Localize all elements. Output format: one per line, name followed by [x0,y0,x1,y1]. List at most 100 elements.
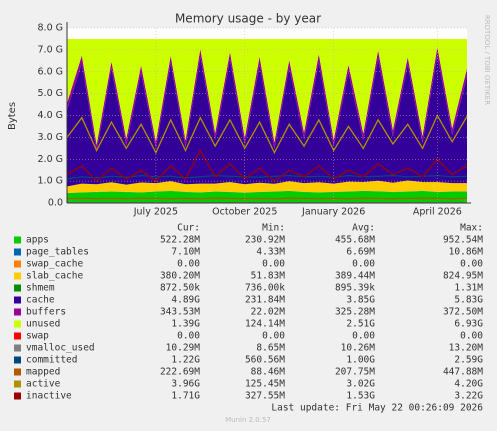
legend-swatch [14,260,21,268]
legend-stat: 3.85G [346,295,375,306]
legend-stat: 0.00 [177,259,200,270]
legend-stat: 895.39k [335,283,375,294]
legend-stat: 125.45M [245,379,285,390]
legend-label: swap_cache [26,259,83,270]
line [66,114,468,155]
legend-stat: 7.10M [171,247,200,258]
y-tick-label: 7.0 G [38,44,64,55]
legend-label: slab_cache [26,271,83,282]
stat-header: Cur: [177,223,200,234]
legend-stat: 522.28M [160,235,200,246]
y-tick-label: 1.0 G [38,176,64,187]
footer: Last update: Fri May 22 00:26:09 2026 [271,403,483,414]
legend-stat: 0.00 [262,331,285,342]
stat-header: Min: [262,223,285,234]
legend-label: active [26,379,61,390]
legend-stat: 325.28M [335,307,375,318]
legend-swatch [14,380,21,388]
legend-stat: 0.00 [352,259,375,270]
legend-swatch [14,284,21,292]
legend-stat: 736.00k [245,283,285,294]
legend-swatch [14,236,21,244]
y-tick-label: 6.0 G [38,66,64,77]
legend-swatch [14,308,21,316]
legend-stat: 1.31M [454,283,483,294]
legend-swatch [14,356,21,364]
legend-stat: 4.89G [171,295,200,306]
legend-stat: 1.39G [171,319,200,330]
legend-stat: 10.26M [341,343,376,354]
legend-stat: 88.46M [251,367,286,378]
legend-stat: 3.02G [346,379,375,390]
legend-stat: 222.69M [160,367,200,378]
legend-stat: 952.54M [443,235,483,246]
y-tick-label: 3.0 G [38,132,64,143]
area [67,47,467,152]
legend-label: shmem [26,283,55,294]
legend-stat: 343.53M [160,307,200,318]
legend-stat: 1.00G [346,355,375,366]
legend-stat: 824.95M [443,271,483,282]
legend-label: inactive [26,391,72,402]
legend-label: page_tables [26,247,89,258]
legend-swatch [14,368,21,376]
legend-swatch [14,344,21,352]
legend-label: apps [26,235,49,246]
legend-stat: 1.22G [171,355,200,366]
legend-stat: 124.14M [245,319,285,330]
legend-stat: 327.55M [245,391,285,402]
legend-stat: 230.92M [245,235,285,246]
legend-stat: 6.93G [454,319,483,330]
area [67,190,467,203]
side-text: RRDTOOL / TOBI OETIKER [483,15,491,105]
legend-label: committed [26,355,77,366]
x-tick-label: October 2025 [212,207,277,218]
x-tick-label: April 2026 [413,207,462,218]
legend-label: swap [26,331,49,342]
legend-stat: 2.59G [454,355,483,366]
legend-label: mapped [26,367,60,378]
legend-swatch [14,320,21,328]
legend-stat: 8.65M [256,343,285,354]
y-tick-label: 0.0 [48,198,63,209]
legend-stat: 10.86M [449,247,484,258]
chart-title: Memory usage - by year [175,12,321,26]
legend-stat: 51.83M [251,271,286,282]
legend-label: cache [26,295,55,306]
legend-swatch [14,248,21,256]
legend-stat: 3.22G [454,391,483,402]
legend-stat: 455.68M [335,235,375,246]
legend-stat: 372.50M [443,307,483,318]
stat-header: Max: [460,223,483,234]
legend-stat: 2.51G [346,319,375,330]
version: Munin 2.0.57 [225,416,271,424]
legend-swatch [14,392,21,400]
legend-stat: 3.96G [171,379,200,390]
legend-label: unused [26,319,60,330]
legend-stat: 10.29M [166,343,201,354]
y-axis-label: Bytes [7,102,18,130]
legend-stat: 231.84M [245,295,285,306]
legend-stat: 4.33M [256,247,285,258]
legend-stat: 6.69M [346,247,375,258]
y-tick-label: 4.0 G [38,110,64,121]
legend-stat: 0.00 [460,331,483,342]
y-tick-label: 8.0 G [38,23,64,34]
legend-stat: 4.20G [454,379,483,390]
legend-stat: 1.53G [346,391,375,402]
legend-stat: 560.56M [245,355,285,366]
legend-stat: 207.75M [335,367,375,378]
x-tick-label: July 2025 [133,207,178,218]
legend-stat: 447.88M [443,367,483,378]
line [66,149,468,183]
y-tick-label: 5.0 G [38,88,64,99]
y-tick-label: 2.0 G [38,154,64,165]
legend-swatch [14,272,21,280]
legend-stat: 872.50k [160,283,200,294]
area [67,38,467,145]
legend-label: vmalloc_used [26,343,95,354]
legend-label: buffers [26,307,66,318]
legend-stat: 22.02M [251,307,286,318]
area [67,55,467,187]
